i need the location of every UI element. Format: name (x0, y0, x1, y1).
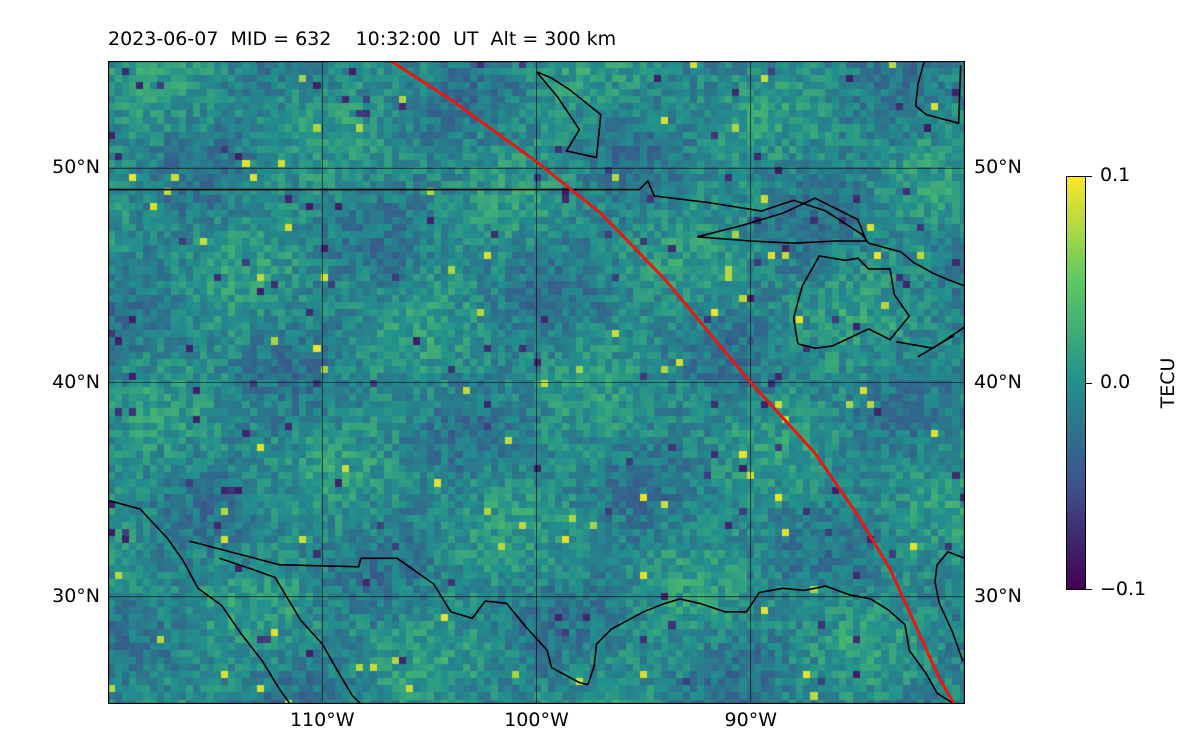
satellite-track (389, 61, 956, 704)
coastline (896, 326, 965, 350)
lat-tick-label-left: 30°N (52, 584, 100, 607)
colorbar-label: TECU (1157, 357, 1179, 409)
gridlines (108, 61, 965, 704)
lon-tick-label: 110°W (289, 709, 355, 731)
lon-tick-label: 90°W (724, 709, 777, 731)
coastline (792, 255, 911, 350)
colorbar-tick (1086, 383, 1092, 384)
lat-tick-label-left: 40°N (52, 370, 100, 393)
map-overlay (108, 61, 965, 704)
coastline (587, 585, 955, 704)
colorbar-tick (1086, 176, 1092, 177)
coastline (108, 499, 291, 704)
colorbar-tick-label: 0.1 (1100, 164, 1131, 186)
coastline (108, 179, 965, 287)
coastline (535, 70, 602, 159)
coastline (914, 61, 962, 125)
map-frame (108, 61, 965, 704)
coastlines (108, 61, 965, 704)
coastline (219, 557, 362, 704)
coastline (189, 540, 589, 686)
colorbar (1066, 176, 1086, 590)
map-plot-area (108, 61, 965, 704)
coastline (697, 197, 868, 245)
colorbar-tick-label: 0.0 (1100, 371, 1131, 393)
map-title: 2023-06-07 MID = 632 10:32:00 UT Alt = 3… (108, 28, 617, 50)
lat-tick-label-right: 30°N (974, 584, 1022, 607)
lat-tick-label-left: 50°N (52, 156, 100, 179)
lat-tick-label-right: 50°N (974, 156, 1022, 179)
coastline (917, 334, 955, 358)
lon-tick-label: 100°W (504, 709, 569, 731)
colorbar-tick (1086, 589, 1092, 590)
coastline (934, 550, 965, 662)
colorbar-tick-label: −0.1 (1100, 578, 1147, 600)
lat-tick-label-right: 40°N (974, 370, 1022, 393)
